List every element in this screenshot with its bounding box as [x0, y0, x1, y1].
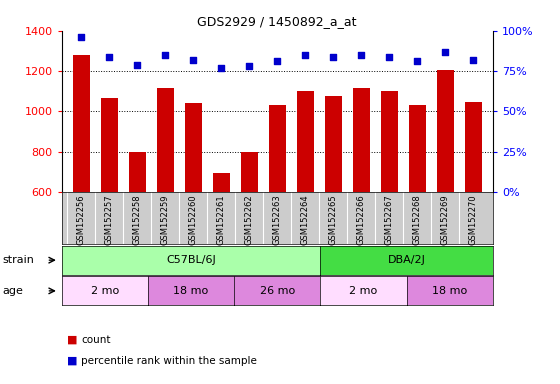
Text: GSM152266: GSM152266	[357, 195, 366, 245]
Text: 2 mo: 2 mo	[91, 286, 119, 296]
Text: percentile rank within the sample: percentile rank within the sample	[81, 356, 257, 366]
Text: count: count	[81, 335, 111, 345]
Text: ■: ■	[67, 356, 78, 366]
Point	[357, 52, 366, 58]
Text: GSM152267: GSM152267	[385, 195, 394, 245]
Text: GSM152260: GSM152260	[189, 195, 198, 245]
Text: age: age	[3, 286, 24, 296]
Bar	[465, 102, 482, 192]
Text: GSM152261: GSM152261	[217, 195, 226, 245]
Text: GSM152269: GSM152269	[441, 195, 450, 245]
Bar	[437, 70, 454, 192]
Text: GSM152264: GSM152264	[301, 195, 310, 245]
Text: GSM152257: GSM152257	[105, 195, 114, 245]
Text: 18 mo: 18 mo	[432, 286, 467, 296]
Bar	[241, 152, 258, 192]
Bar	[73, 55, 90, 192]
Point	[217, 65, 226, 71]
Text: GSM152262: GSM152262	[245, 195, 254, 245]
Bar	[381, 91, 398, 192]
Point	[469, 57, 478, 63]
Title: GDS2929 / 1450892_a_at: GDS2929 / 1450892_a_at	[198, 15, 357, 28]
Text: GSM152256: GSM152256	[77, 195, 86, 245]
Text: GSM152268: GSM152268	[413, 195, 422, 245]
Point	[133, 61, 142, 68]
Bar	[325, 96, 342, 192]
Point	[161, 52, 170, 58]
Text: GSM152270: GSM152270	[469, 195, 478, 245]
Bar	[213, 173, 230, 192]
Bar	[353, 88, 370, 192]
Point	[77, 34, 86, 40]
Point	[273, 58, 282, 65]
Point	[329, 53, 338, 60]
Point	[385, 53, 394, 60]
Text: GSM152263: GSM152263	[273, 195, 282, 245]
Text: GSM152259: GSM152259	[161, 195, 170, 245]
Point	[105, 53, 114, 60]
Text: 2 mo: 2 mo	[349, 286, 377, 296]
Bar	[409, 105, 426, 192]
Bar	[297, 91, 314, 192]
Point	[245, 63, 254, 69]
Text: 18 mo: 18 mo	[174, 286, 208, 296]
Bar	[185, 103, 202, 192]
Point	[189, 57, 198, 63]
Point	[301, 52, 310, 58]
Text: GSM152265: GSM152265	[329, 195, 338, 245]
Bar	[269, 105, 286, 192]
Text: C57BL/6J: C57BL/6J	[166, 255, 216, 265]
Text: 26 mo: 26 mo	[260, 286, 295, 296]
Point	[413, 58, 422, 65]
Bar	[101, 98, 118, 192]
Text: ■: ■	[67, 335, 78, 345]
Bar	[129, 152, 146, 192]
Bar	[157, 88, 174, 192]
Text: strain: strain	[3, 255, 35, 265]
Point	[441, 49, 450, 55]
Text: DBA/2J: DBA/2J	[388, 255, 426, 265]
Text: GSM152258: GSM152258	[133, 195, 142, 245]
